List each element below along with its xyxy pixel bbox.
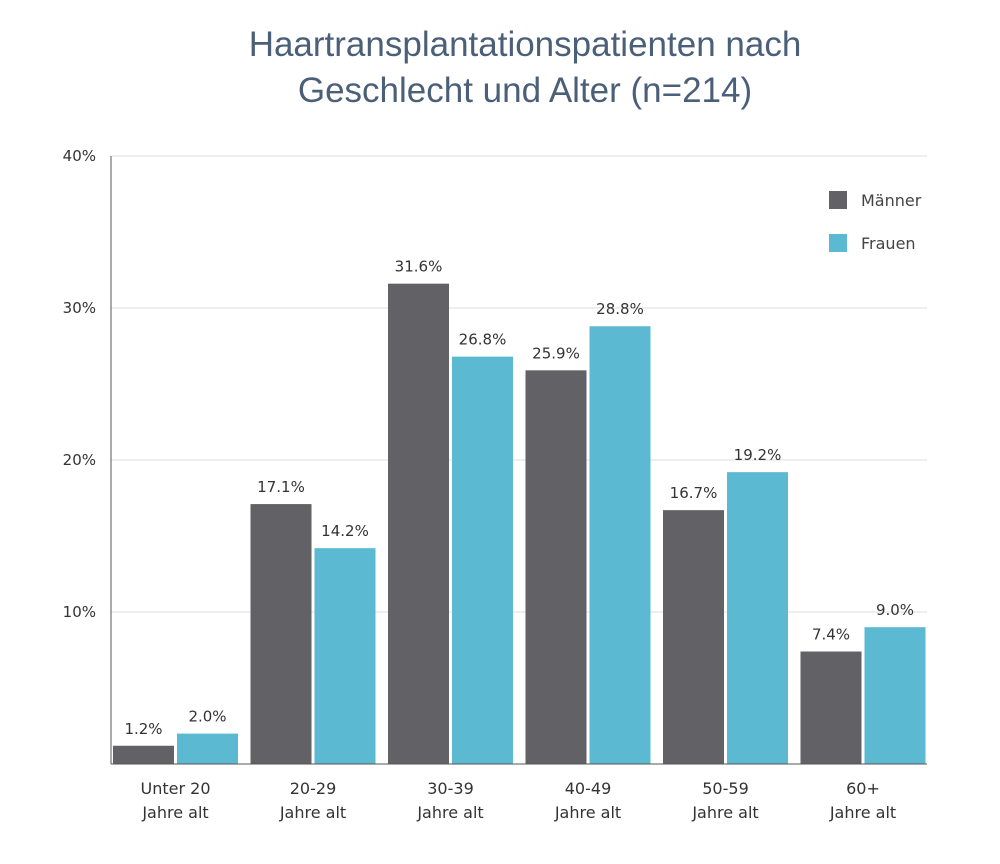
x-tick-label: Jahre alt — [279, 803, 346, 822]
bar-maenner — [388, 283, 449, 764]
x-tick-label: 20-29 — [290, 779, 337, 798]
data-label: 9.0% — [876, 601, 914, 619]
chart-title-line-1: Haartransplantationspatienten nach — [248, 25, 802, 64]
data-label: 2.0% — [188, 708, 226, 726]
x-tick-label: Jahre alt — [416, 803, 483, 822]
y-tick-label: 10% — [63, 603, 96, 621]
x-tick-label: Jahre alt — [691, 803, 758, 822]
y-tick-label: 20% — [63, 451, 96, 469]
y-axis: 10% 20% 30% 40% — [63, 147, 112, 764]
legend-label: Männer — [861, 191, 922, 210]
bar-maenner — [113, 745, 174, 764]
data-label: 17.1% — [257, 478, 305, 496]
y-tick-label: 30% — [63, 299, 96, 317]
bar-maenner — [250, 504, 312, 764]
x-tick-label: Unter 20 — [141, 779, 211, 798]
x-tick-label: 60+ — [846, 779, 880, 798]
bar-maenner — [800, 651, 862, 764]
x-tick-label: 40-49 — [565, 779, 612, 798]
data-label: 31.6% — [395, 258, 443, 276]
data-label: 28.8% — [596, 300, 644, 318]
data-label: 14.2% — [321, 522, 369, 540]
bar-frauen — [727, 472, 788, 764]
gridlines — [111, 155, 927, 613]
chart-title-line-2: Geschlecht und Alter (n=214) — [297, 71, 753, 110]
bar-maenner — [525, 370, 587, 764]
data-label: 25.9% — [532, 344, 580, 362]
chart-title: Haartransplantationspatienten nach Gesch… — [0, 22, 1000, 114]
bar-frauen — [314, 548, 376, 764]
x-tick-label: 30-39 — [427, 779, 474, 798]
bar-maenner — [663, 510, 724, 764]
bar-frauen — [589, 326, 651, 764]
x-axis: Unter 20 Jahre alt 20-29 Jahre alt 30-39 Jahr… — [111, 763, 927, 822]
legend-swatch — [829, 234, 847, 252]
x-tick-label: 50-59 — [702, 779, 749, 798]
bar-frauen — [864, 627, 926, 764]
x-tick-label: Jahre alt — [141, 803, 208, 822]
data-label: 26.8% — [459, 331, 507, 349]
x-tick-label: Jahre alt — [554, 803, 621, 822]
data-label: 7.4% — [812, 626, 850, 644]
data-label: 19.2% — [734, 446, 782, 464]
legend-label: Frauen — [861, 234, 916, 253]
legend: Männer Frauen — [829, 191, 922, 253]
legend-swatch — [829, 191, 847, 209]
x-tick-label: Jahre alt — [829, 803, 896, 822]
bar-frauen — [452, 356, 513, 764]
bar-frauen — [177, 733, 238, 764]
bars: 1.2% 2.0% 17.1% 14.2% 31.6% 26.8% 25.9% 28.8% 16… — [113, 258, 926, 764]
y-tick-label: 40% — [63, 147, 96, 165]
data-label: 1.2% — [124, 720, 162, 738]
data-label: 16.7% — [670, 484, 718, 502]
